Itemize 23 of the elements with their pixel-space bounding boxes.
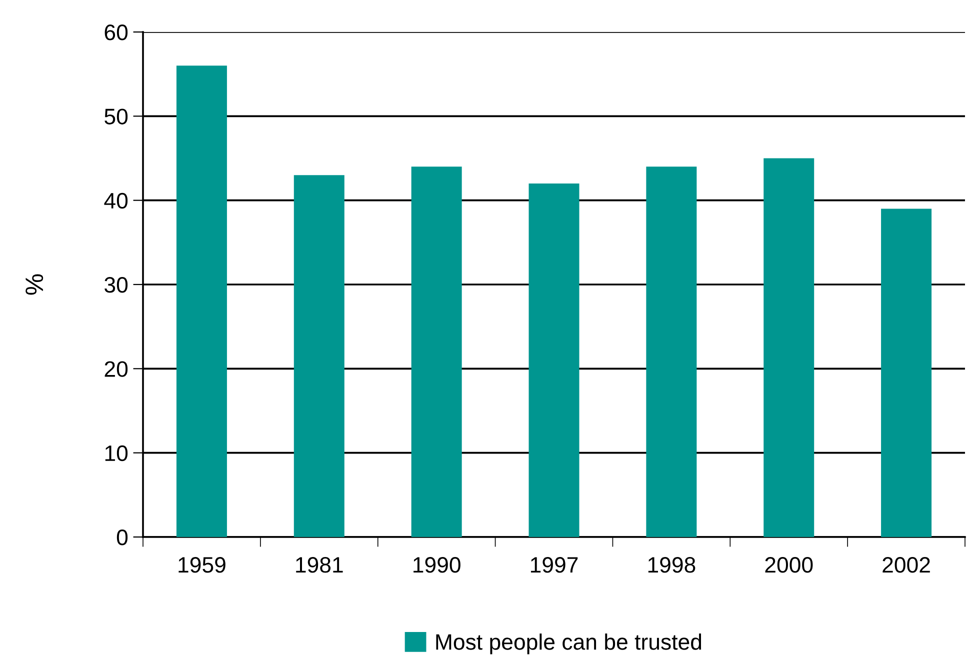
x-tick-label: 1998 (648, 557, 696, 573)
y-tick-label: 20 (104, 361, 128, 377)
bar (881, 208, 932, 537)
x-tick-label: 2002 (882, 557, 930, 573)
y-tick-label: 0 (116, 530, 128, 546)
y-tick-label: 30 (104, 277, 128, 293)
legend-label: Most people can be trusted (436, 634, 702, 654)
bar (764, 158, 814, 537)
x-tick-label: 1959 (178, 557, 226, 573)
x-tick-label: 1990 (414, 557, 460, 573)
y-axis-title: % (26, 274, 44, 295)
y-tick-label: 40 (104, 192, 128, 209)
x-tick-label: 1997 (530, 557, 578, 573)
bar (176, 66, 227, 537)
x-tick-label: 2000 (765, 557, 813, 573)
y-tick-label: 60 (104, 24, 128, 40)
bar (294, 175, 344, 537)
y-tick-label: 50 (104, 108, 128, 124)
x-tick-label: 1981 (296, 557, 343, 573)
bar (646, 166, 697, 537)
bar (411, 166, 462, 537)
bar (528, 184, 580, 537)
y-tick-label: 10 (105, 445, 128, 462)
